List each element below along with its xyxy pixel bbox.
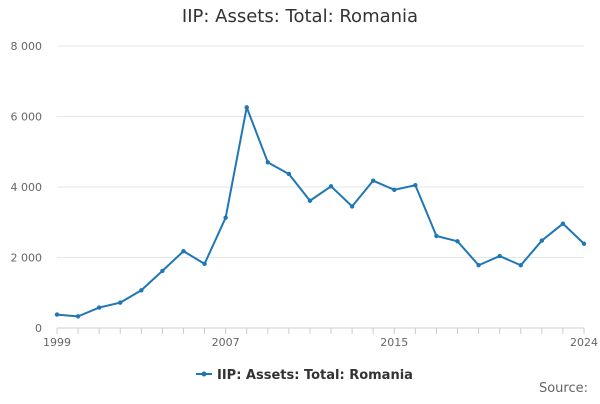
data-point: [118, 300, 123, 305]
y-tick-label: 6 000: [11, 111, 43, 124]
data-point: [392, 187, 397, 193]
data-point: [265, 160, 270, 165]
data-point: [476, 263, 481, 268]
data-point: [181, 248, 186, 254]
data-point: [371, 178, 376, 183]
source-label: Source:: [538, 381, 588, 396]
y-axis-labels: 0 2 000 4 000 6 000 8 000: [11, 40, 43, 335]
data-point: [328, 184, 334, 189]
x-tick-label: 1999: [43, 336, 71, 349]
chart-title: IIP: Assets: Total: Romania: [181, 6, 419, 27]
series-layer: [54, 105, 587, 319]
y-tick-label: 2 000: [11, 252, 43, 265]
data-point: [96, 305, 102, 310]
grid-layer: [57, 45, 584, 258]
data-point: [286, 171, 292, 177]
data-point: [518, 263, 523, 268]
data-point: [413, 183, 418, 188]
legend-label[interactable]: IIP: Assets: Total: Romania: [217, 368, 413, 383]
series-line: [56, 106, 585, 318]
data-point: [581, 241, 587, 246]
data-point: [349, 204, 355, 209]
data-point: [202, 261, 207, 267]
x-axis: 1999 2007 2015 2024: [43, 327, 598, 349]
data-point: [307, 198, 313, 203]
data-point: [223, 215, 228, 220]
data-point: [539, 238, 545, 243]
data-point: [560, 221, 566, 226]
y-tick-label: 8 000: [11, 40, 43, 53]
data-point: [455, 239, 460, 244]
y-tick-label: 0: [35, 322, 42, 335]
data-point: [160, 268, 165, 274]
x-tick-label: 2007: [212, 336, 240, 349]
data-point: [54, 312, 60, 317]
data-point: [75, 314, 81, 319]
x-tick-label: 2024: [570, 336, 598, 349]
data-point: [497, 253, 502, 259]
data-point: [244, 105, 249, 110]
legend[interactable]: IIP: Assets: Total: Romania: [196, 368, 413, 383]
data-point: [434, 233, 439, 239]
y-tick-label: 4 000: [11, 181, 43, 194]
x-tick-label: 2015: [380, 336, 408, 349]
data-point: [139, 288, 144, 293]
legend-swatch-marker: [201, 371, 207, 377]
